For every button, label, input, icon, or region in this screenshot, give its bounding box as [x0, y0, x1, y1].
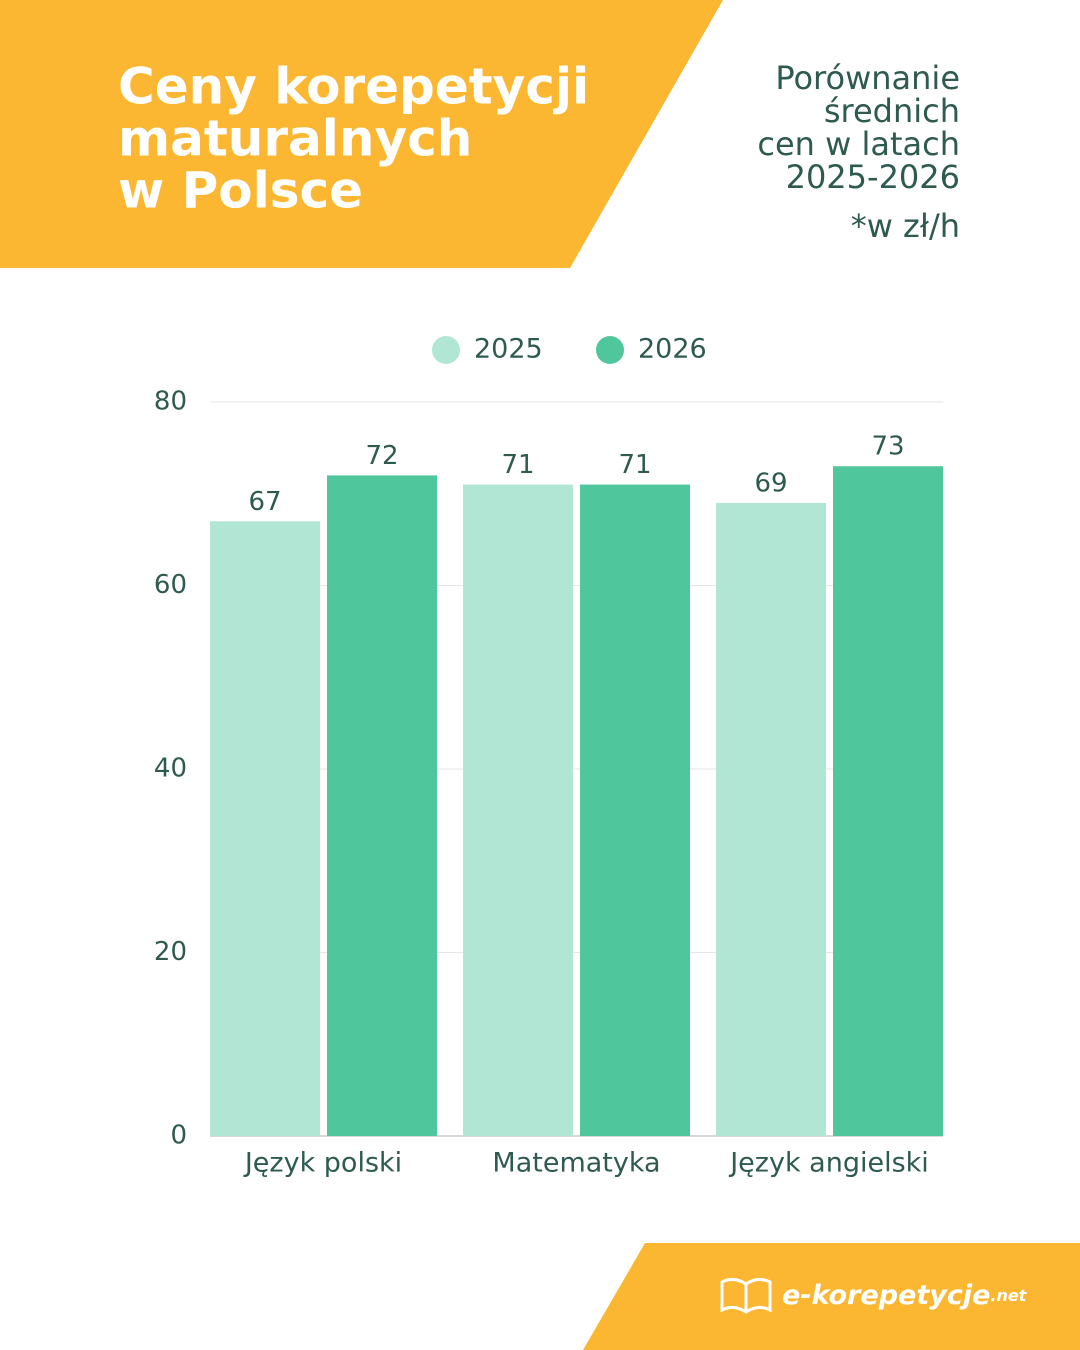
brand-logo: e-korepetycje.net [782, 1280, 1028, 1311]
bar [463, 484, 573, 1136]
bar [716, 502, 826, 1136]
chart-subtitle: średnich [824, 92, 960, 130]
value-label: 67 [248, 487, 281, 517]
x-tick-label: Język angielski [728, 1148, 929, 1179]
brand-suffix: .net [990, 1286, 1027, 1305]
chart-title: Ceny korepetycji [118, 58, 589, 116]
value-label: 71 [618, 450, 651, 480]
value-label: 73 [871, 432, 904, 462]
chart-title: maturalnych [118, 110, 472, 168]
y-tick-label: 0 [170, 1121, 187, 1151]
x-tick-label: Język polski [243, 1148, 402, 1179]
bar [327, 475, 437, 1136]
footer-banner [583, 1243, 1080, 1350]
chart-title: w Polsce [118, 162, 363, 220]
legend-label: 2025 [474, 334, 543, 365]
book-icon [720, 1277, 772, 1314]
chart-subtitle: Porównanie [775, 59, 960, 97]
legend-swatch [432, 336, 460, 364]
y-tick-label: 40 [154, 754, 187, 784]
legend-label: 2026 [638, 334, 707, 365]
bar [210, 521, 320, 1136]
value-label: 72 [365, 441, 398, 471]
chart-subtitle: 2025-2026 [786, 158, 960, 196]
header-banner [0, 0, 723, 268]
y-tick-label: 80 [154, 387, 187, 417]
bar [833, 466, 943, 1137]
y-tick-label: 20 [154, 937, 187, 967]
bar [580, 484, 690, 1136]
value-label: 71 [501, 450, 534, 480]
legend-swatch [596, 336, 624, 364]
brand-name: e-korepetycje [782, 1280, 990, 1311]
unit-note: *w zł/h [851, 207, 960, 245]
value-label: 69 [754, 468, 787, 498]
chart-subtitle: cen w latach [757, 125, 960, 163]
y-tick-label: 60 [154, 570, 187, 600]
x-tick-label: Matematyka [492, 1148, 660, 1179]
